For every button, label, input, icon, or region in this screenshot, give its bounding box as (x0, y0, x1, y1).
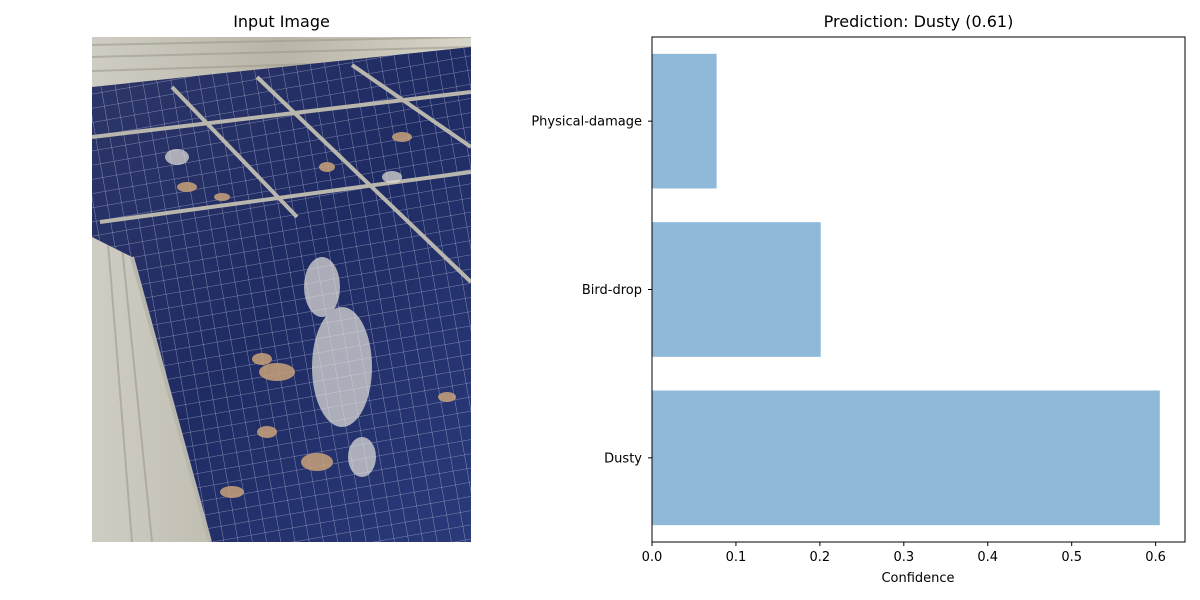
input-image-title: Input Image (233, 12, 330, 31)
y-tick-label: Dusty (604, 451, 642, 466)
x-tick-label: 0.1 (726, 550, 747, 565)
x-tick-label: 0.0 (642, 550, 663, 565)
x-tick-label: 0.3 (893, 550, 914, 565)
solar-panel-photo (92, 37, 471, 542)
bar-dusty (652, 390, 1160, 526)
bar-bird-drop (652, 222, 821, 357)
x-tick-label: 0.4 (977, 550, 998, 565)
x-tick-label: 0.6 (1145, 550, 1166, 565)
y-tick-label: Bird-drop (582, 283, 642, 298)
chart-title: Prediction: Dusty (0.61) (823, 12, 1014, 31)
x-tick-label: 0.2 (810, 550, 831, 565)
y-tick-label: Physical-damage (531, 115, 642, 130)
x-tick-label: 0.5 (1061, 550, 1082, 565)
x-axis-label: Confidence (881, 571, 954, 586)
bar-physical-damage (652, 53, 717, 189)
